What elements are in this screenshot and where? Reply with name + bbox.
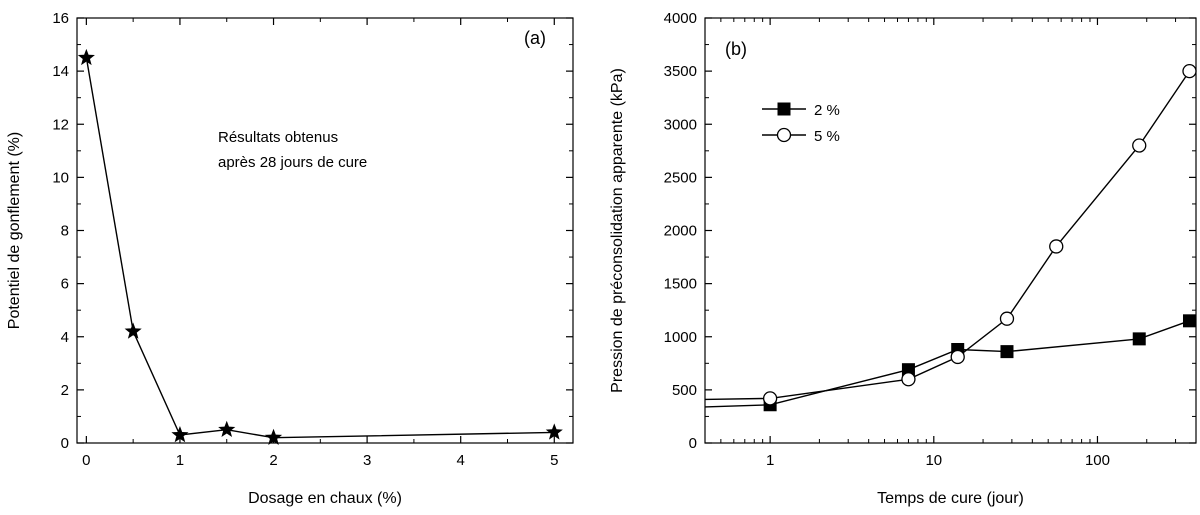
data-point-star [77,48,95,66]
x-axis-label: Temps de cure (jour) [877,490,1024,507]
plot-frame [704,17,1197,444]
panel-label: (a) [524,28,546,48]
legend-label: 2 % [814,102,840,119]
series-line [85,57,555,439]
y-tick-label: 2500 [664,169,697,186]
panel-label: (b) [725,39,747,59]
y-tick-label: 2 [61,382,69,399]
y-tick-label: 2000 [664,223,697,240]
data-point-star [124,322,142,339]
y-tick-label: 12 [52,116,69,133]
x-tick-label: 1 [766,452,774,469]
annotation-line-2: après 28 jours de cure [218,154,367,171]
data-point-star [171,426,189,443]
series-2pct-point [1132,332,1146,346]
series-5pct-point [999,311,1015,326]
annotation-line-1: Résultats obtenus [218,129,338,146]
series-2pct-point [1000,345,1014,359]
legend-item-2pct: 2 % [762,102,840,119]
series-5pct-point [1132,138,1147,153]
x-axis-label: Dosage en chaux (%) [248,490,402,507]
series-5pct-point [901,372,916,387]
y-tick-label: 3500 [664,63,697,80]
x-tick-label: 2 [269,452,277,469]
series-2pct-point [1182,314,1196,328]
x-tick-label: 10 [925,452,942,469]
y-tick-label: 500 [672,382,697,399]
y-tick-label: 10 [52,169,69,186]
y-tick-label: 1500 [664,276,697,293]
y-tick-label: 14 [52,63,69,80]
data-point-star [264,428,283,445]
x-tick-label: 3 [363,452,371,469]
y-tick-label: 4000 [664,10,697,27]
legend: 2 % 5 % [762,102,840,145]
x-tick-label: 100 [1085,452,1110,469]
x-tick-label: 5 [550,452,558,469]
series-5pct-point [1049,239,1064,254]
series-5pct-point [950,349,965,365]
series-2pct-line [704,320,1190,408]
legend-marker [777,102,791,116]
series-5pct-line [704,70,1191,401]
legend-item-5pct: 5 % [762,127,840,145]
data-point-star [545,423,563,440]
y-tick-label: 1000 [664,329,697,346]
y-tick-label: 6 [61,276,69,293]
y-tick-label: 16 [52,10,69,27]
legend-label: 5 % [814,128,840,145]
y-tick-label: 0 [689,435,697,452]
chart-panel-b: 0 500 1000 1500 2000 2500 3000 3500 4000 1 10 100 2 … [609,10,1197,507]
x-tick-label: 1 [176,452,184,469]
plot-frame [76,17,574,444]
y-tick-label: 8 [61,223,69,240]
legend-marker [776,127,792,143]
y-tick-label: 4 [61,329,69,346]
x-tick-label: 4 [457,452,465,469]
series-5pct-point [762,391,778,406]
data-point-star [218,420,236,437]
x-tick-label: 0 [82,452,90,469]
series-5pct-point [1182,63,1197,79]
y-axis-label: Potentiel de gonflement (%) [6,132,23,329]
y-axis-label: Pression de préconsolidation apparente (… [609,68,626,393]
y-tick-label: 3000 [664,116,697,133]
y-tick-label: 0 [61,435,69,452]
